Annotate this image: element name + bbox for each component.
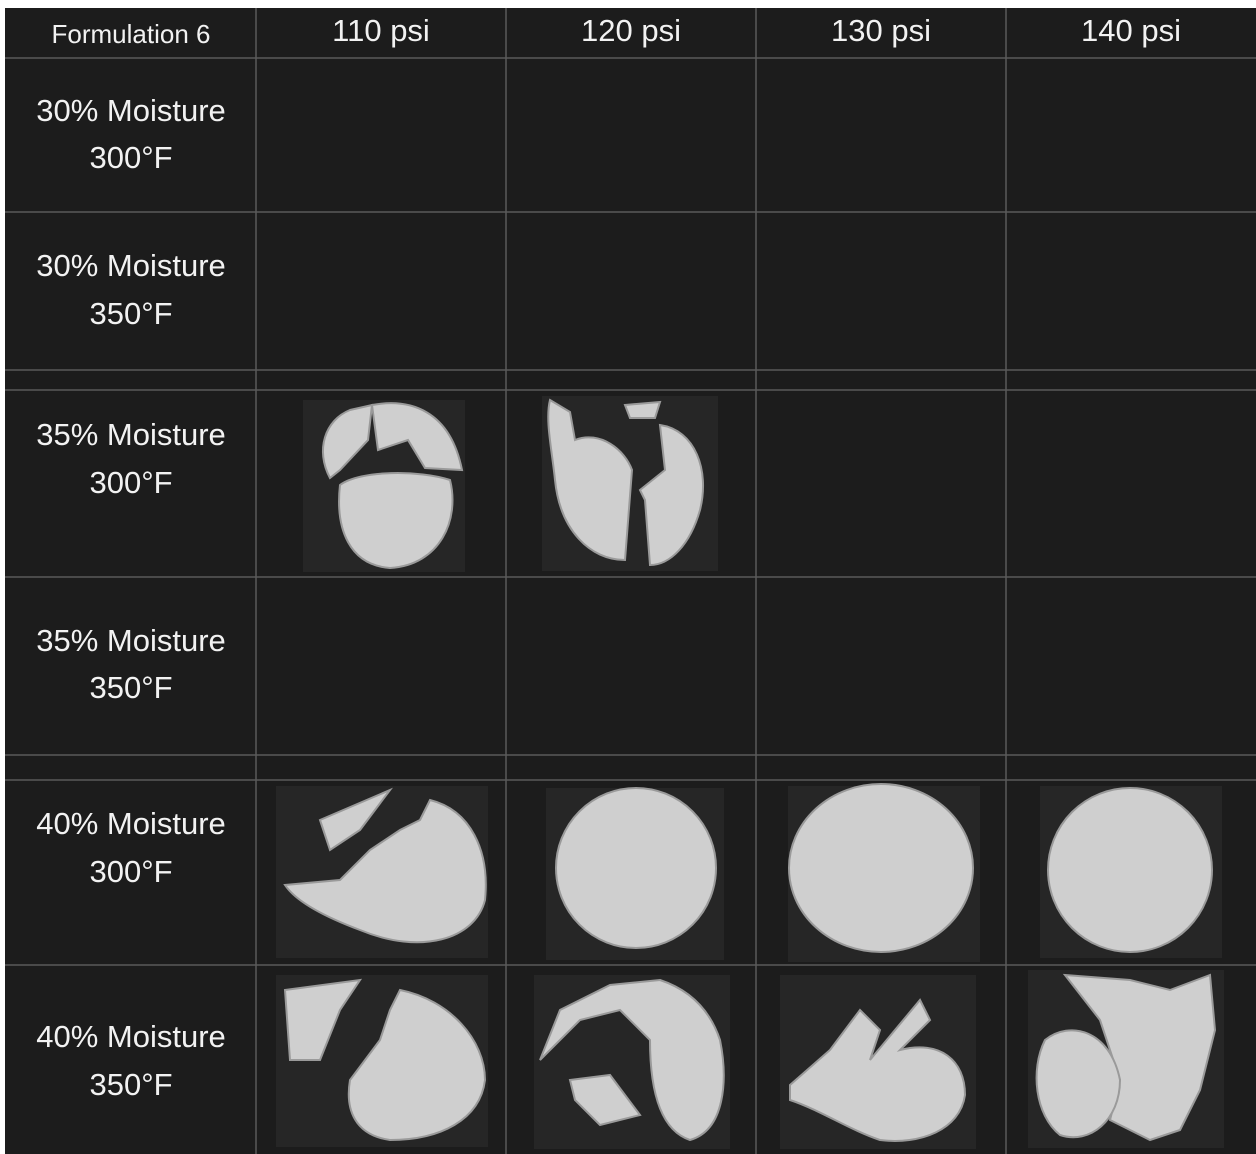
row-moisture: 30% Moisture xyxy=(36,93,226,128)
row-temperature: 300°F xyxy=(89,140,172,175)
sample-photo xyxy=(780,975,976,1149)
corner-label: Formulation 6 xyxy=(52,19,211,49)
row-moisture: 40% Moisture xyxy=(36,1019,226,1054)
sample-photo xyxy=(276,975,488,1147)
row-moisture: 35% Moisture xyxy=(36,417,226,452)
row-moisture: 30% Moisture xyxy=(36,248,226,283)
column-header: 110 psi xyxy=(332,13,430,48)
sample-photo xyxy=(1040,786,1222,958)
sample-photo xyxy=(788,783,980,962)
sample-photo xyxy=(276,786,488,958)
column-header: 120 psi xyxy=(581,13,681,48)
sample-photo xyxy=(303,400,465,572)
row-temperature: 300°F xyxy=(89,854,172,889)
row-moisture: 40% Moisture xyxy=(36,806,226,841)
row-temperature: 300°F xyxy=(89,465,172,500)
sample-photo xyxy=(542,396,718,571)
row-temperature: 350°F xyxy=(89,670,172,705)
row-temperature: 350°F xyxy=(89,296,172,331)
sample-photo xyxy=(1028,970,1224,1148)
table-background xyxy=(5,8,1256,1154)
column-header: 130 psi xyxy=(831,13,931,48)
column-header: 140 psi xyxy=(1081,13,1181,48)
sample-photo xyxy=(534,975,730,1149)
sample-photo xyxy=(546,787,724,960)
row-temperature: 350°F xyxy=(89,1067,172,1102)
grid xyxy=(5,8,1256,1154)
row-moisture: 35% Moisture xyxy=(36,623,226,658)
